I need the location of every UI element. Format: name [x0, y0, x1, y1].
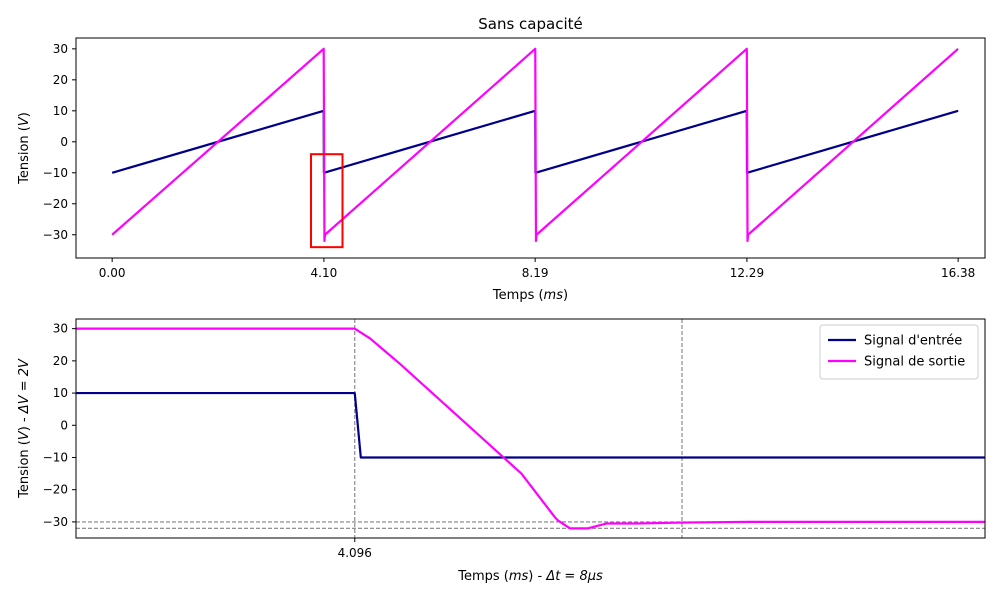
top-series-group — [111, 47, 959, 243]
bottom-axes-frame — [75, 318, 986, 539]
top-chart: 0.00 4.10 8.19 12.29 16.38 −30 −20 −10 0 10 20 30 Sa… — [17, 15, 986, 303]
top-y-axis-label: Tension (V) — [17, 112, 32, 185]
top-chart-title: Sans capacité — [478, 15, 582, 33]
top-ytick-label-2: −10 — [43, 166, 68, 180]
bottom-ytick-label-5: 20 — [53, 354, 68, 368]
top-xtick-label-0: 0.00 — [99, 266, 126, 280]
top-ytick-label-5: 20 — [53, 73, 68, 87]
top-xtick-label-2: 8.19 — [522, 266, 549, 280]
bottom-chart: 4.096 −30 −20 −10 0 10 20 30 Temps (ms) - Δt = 8… — [17, 318, 986, 584]
bottom-y-axis-label: Tension (V) - ΔV = 2V — [17, 358, 32, 499]
bottom-legend-box — [819, 324, 979, 380]
top-xtick-label-1: 4.10 — [311, 266, 338, 280]
top-ytick-label-6: 30 — [53, 42, 68, 56]
top-xtick-label-3: 12.29 — [730, 266, 764, 280]
bottom-series-line-0 — [76, 391, 985, 459]
top-axes-frame — [75, 37, 986, 259]
bottom-ytick-label-0: −30 — [43, 515, 68, 529]
top-xtick-label-4: 16.38 — [941, 266, 975, 280]
bottom-series-group — [76, 327, 985, 530]
top-ytick-label-1: −20 — [43, 197, 68, 211]
top-ytick-label-4: 10 — [53, 104, 68, 118]
bottom-ytick-label-2: −10 — [43, 450, 68, 464]
bottom-legend: Signal d'entrée Signal de sortie — [819, 324, 979, 380]
bottom-ytick-label-1: −20 — [43, 483, 68, 497]
top-ytick-label-3: 0 — [60, 135, 68, 149]
top-ytick-label-0: −30 — [43, 228, 68, 242]
top-x-axis-label: Temps (ms) — [492, 288, 568, 303]
bottom-ytick-label-3: 0 — [60, 418, 68, 432]
bottom-ytick-label-4: 10 — [53, 386, 68, 400]
bottom-series-line-1 — [76, 327, 985, 530]
bottom-legend-label-1: Signal de sortie — [864, 355, 965, 370]
bottom-legend-label-0: Signal d'entrée — [864, 334, 962, 349]
bottom-x-axis-label: Temps (ms) - Δt = 8μs — [457, 569, 603, 584]
top-zoom-box — [309, 153, 344, 249]
top-series-line-1 — [111, 47, 959, 243]
bottom-ytick-label-6: 30 — [53, 322, 68, 336]
bottom-xtick-label-0: 4.096 — [338, 546, 372, 560]
